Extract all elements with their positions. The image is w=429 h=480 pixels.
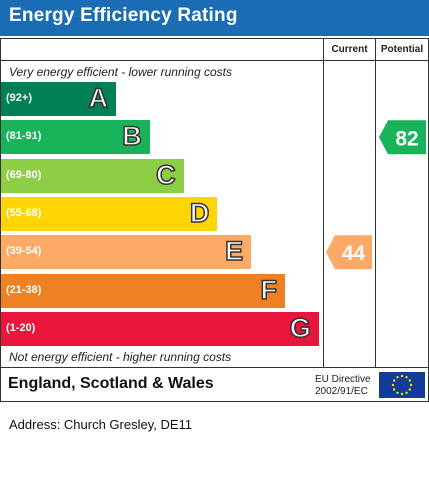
band-letter: G (289, 312, 312, 344)
band-letter: B (122, 121, 143, 153)
band-letter: F (260, 274, 278, 306)
eu-flag-icon (379, 372, 425, 398)
current-rating-arrow-shape (326, 235, 372, 270)
band-letter: C (155, 159, 176, 191)
band-f: (21-38) F (1, 273, 285, 308)
address: Address: Church Gresley, DE11 (9, 417, 193, 432)
band-b: (81-91) B (1, 120, 150, 155)
chart-title: Energy Efficiency Rating (9, 5, 238, 26)
band-range-label: (39-54) (6, 245, 42, 258)
header-bar: Energy Efficiency Rating (0, 0, 429, 36)
bottom-note: Not energy efficient - higher running co… (9, 350, 232, 364)
band-range-label: (92+) (6, 92, 32, 104)
band-letter: E (224, 235, 244, 267)
country-label: England, Scotland & Wales (8, 375, 214, 392)
eu-directive-label: EU Directive 2002/91/EC (315, 374, 371, 398)
band-range-label: (69-80) (6, 168, 42, 181)
band-a: (92+) A (1, 82, 116, 116)
band-d: (55-68) D (1, 196, 218, 231)
current-rating-arrow-value: 44 (342, 242, 366, 265)
band-c: (69-80) C (1, 158, 184, 193)
potential-column-header: Potential (380, 44, 424, 55)
band-range-label: (81-91) (6, 130, 42, 143)
eu-directive-line1: EU Directive (315, 374, 371, 385)
band-g: (1-20) G (1, 311, 319, 346)
potential-rating-arrow-value: 82 (395, 127, 418, 150)
current-rating-arrow: 44 (326, 235, 372, 270)
top-note: Very energy efficient - lower running co… (9, 65, 232, 79)
band-range-label: (1-20) (6, 321, 36, 334)
current-column-header: Current (331, 44, 368, 55)
band-range-label: (21-38) (6, 283, 42, 296)
band-e: (39-54) E (1, 235, 252, 270)
band-letter: D (189, 197, 210, 229)
potential-rating-arrow: 82 (379, 120, 426, 155)
band-range-label: (55-68) (6, 206, 42, 219)
eu-directive-line2: 2002/91/EC (315, 386, 368, 397)
band-letter: A (88, 82, 109, 114)
potential-rating-arrow-shape (379, 120, 426, 155)
